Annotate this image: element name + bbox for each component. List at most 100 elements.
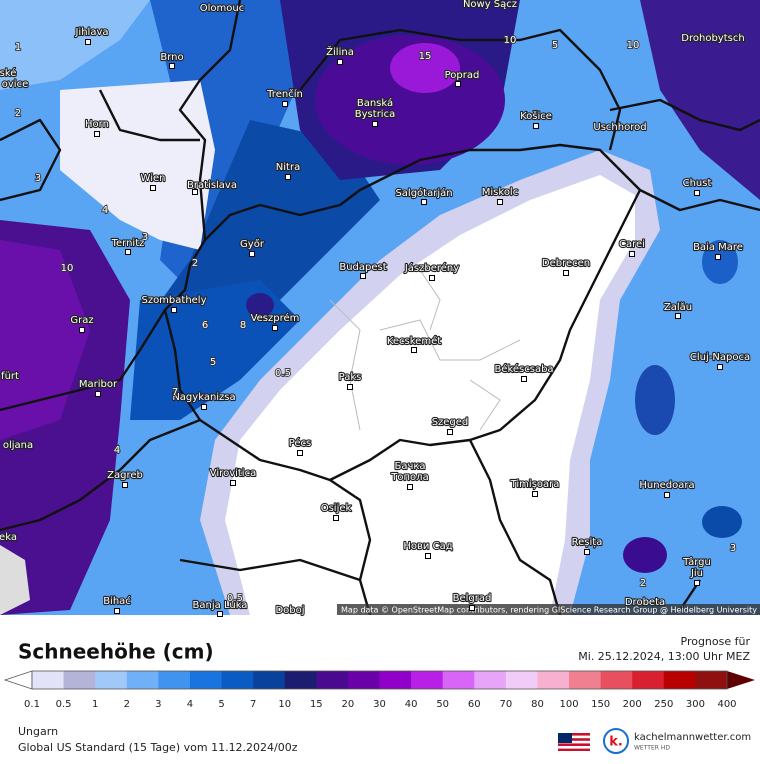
city-dot: [521, 376, 527, 382]
snow-area: [60, 80, 215, 250]
city-dot: [95, 391, 101, 397]
city-label: fürt: [1, 371, 19, 382]
footer-model: Global US Standard (15 Tage) vom 11.12.2…: [18, 741, 298, 754]
legend-label: 1: [92, 699, 98, 710]
city-label: Timișoara: [510, 479, 560, 490]
city-label: Olomouc: [200, 3, 244, 14]
city-dot: [372, 121, 378, 127]
contour-label: 0.5: [227, 593, 243, 604]
legend-swatch: [189, 671, 223, 689]
legend-label: 15: [310, 699, 323, 710]
legend-frame: [31, 670, 728, 690]
city-label: Нови Сад: [403, 541, 452, 552]
city-dot: [429, 275, 435, 281]
city-label: Virovitica: [210, 468, 256, 479]
snow-area: [640, 0, 760, 200]
contour-label: 2: [15, 108, 21, 119]
city-label: Poprad: [445, 70, 480, 81]
city-label: Szombathely: [141, 295, 206, 306]
city-label: Nitra: [276, 162, 300, 173]
city-dot: [469, 605, 475, 611]
city-dot: [337, 59, 343, 65]
brand: kachelmannwetter.com: [634, 732, 751, 743]
city-dot: [407, 484, 413, 490]
legend-swatch: [253, 671, 286, 689]
city-dot: [230, 480, 236, 486]
contour-label: 10: [504, 35, 517, 46]
city-label: Pécs: [289, 437, 312, 449]
city-dot: [85, 39, 91, 45]
city-label: Бачка: [394, 461, 425, 472]
contour-label: 2: [640, 578, 646, 589]
snow-area: [246, 293, 274, 317]
city-label: Kecskemét: [387, 335, 441, 347]
city-label: Târgu: [682, 556, 711, 568]
legend-swatch: [632, 671, 665, 689]
city-label: Chust: [683, 178, 712, 189]
city-label: Jihlava: [74, 27, 108, 38]
snow-area: [390, 43, 460, 93]
city-dot: [217, 611, 223, 617]
city-dot: [171, 307, 177, 313]
city-label: Košice: [520, 110, 552, 122]
footer-region: Ungarn: [18, 725, 58, 738]
city-dot: [532, 491, 538, 497]
city-dot: [285, 174, 291, 180]
city-dot: [201, 404, 207, 410]
city-label: Veszprém: [251, 312, 300, 324]
attribution: Map data © OpenStreetMap contributors, r…: [341, 606, 757, 615]
city-label: Salgótarján: [395, 187, 452, 199]
legend-label: 250: [654, 699, 673, 710]
contour-label: 0.5: [275, 368, 291, 379]
city-dot: [360, 273, 366, 279]
legend-swatch: [284, 671, 317, 689]
city-dot: [563, 270, 569, 276]
city-dot: [282, 101, 288, 107]
legend-label: 2: [124, 699, 130, 710]
legend-swatch: [569, 671, 602, 689]
city-dot: [533, 123, 539, 129]
legend-label: 100: [559, 699, 578, 710]
legend-swatch: [442, 671, 475, 689]
contour-label: 6: [202, 320, 208, 331]
legend-label: 30: [373, 699, 386, 710]
city-label: Cluj-Napoca: [690, 352, 750, 363]
city-dot: [425, 553, 431, 559]
legend-swatch: [63, 671, 96, 689]
city-label: Nowy Sącz: [463, 0, 517, 10]
city-label: Carei: [619, 239, 645, 250]
city-label: Bratislava: [187, 180, 237, 191]
city-label: Топола: [390, 472, 428, 483]
contour-label: 3: [35, 173, 41, 184]
contour-label: 15: [419, 51, 432, 62]
city-label: Maribor: [79, 379, 118, 390]
city-label: ské: [0, 67, 16, 79]
city-dot: [272, 325, 278, 331]
city-label: Hunedoara: [639, 480, 694, 491]
legend-label: 5: [218, 699, 224, 710]
city-label: Belgrad: [453, 593, 492, 604]
contour-label: 1: [15, 42, 21, 53]
city-dot: [715, 254, 721, 260]
city-dot: [694, 580, 700, 586]
snow-area: [635, 365, 675, 435]
legend-label: 0.1: [24, 699, 40, 710]
legend-swatch: [474, 671, 507, 689]
legend-swatch: [32, 671, 65, 689]
city-dot: [249, 251, 255, 257]
legend-label: 70: [499, 699, 512, 710]
city-label: Osijek: [321, 503, 352, 514]
legend-label: 60: [468, 699, 481, 710]
legend-over-arrow: [727, 671, 755, 689]
city-dot: [584, 549, 590, 555]
contour-label: 2: [192, 258, 198, 269]
contour-label: 7: [172, 387, 178, 398]
city-dot: [664, 492, 670, 498]
legend-swatch: [505, 671, 538, 689]
city-label: Graz: [70, 315, 93, 326]
legend-label: 400: [717, 699, 736, 710]
legend-label: 7: [250, 699, 256, 710]
city-label: Banská: [357, 97, 393, 109]
city-dot: [411, 347, 417, 353]
